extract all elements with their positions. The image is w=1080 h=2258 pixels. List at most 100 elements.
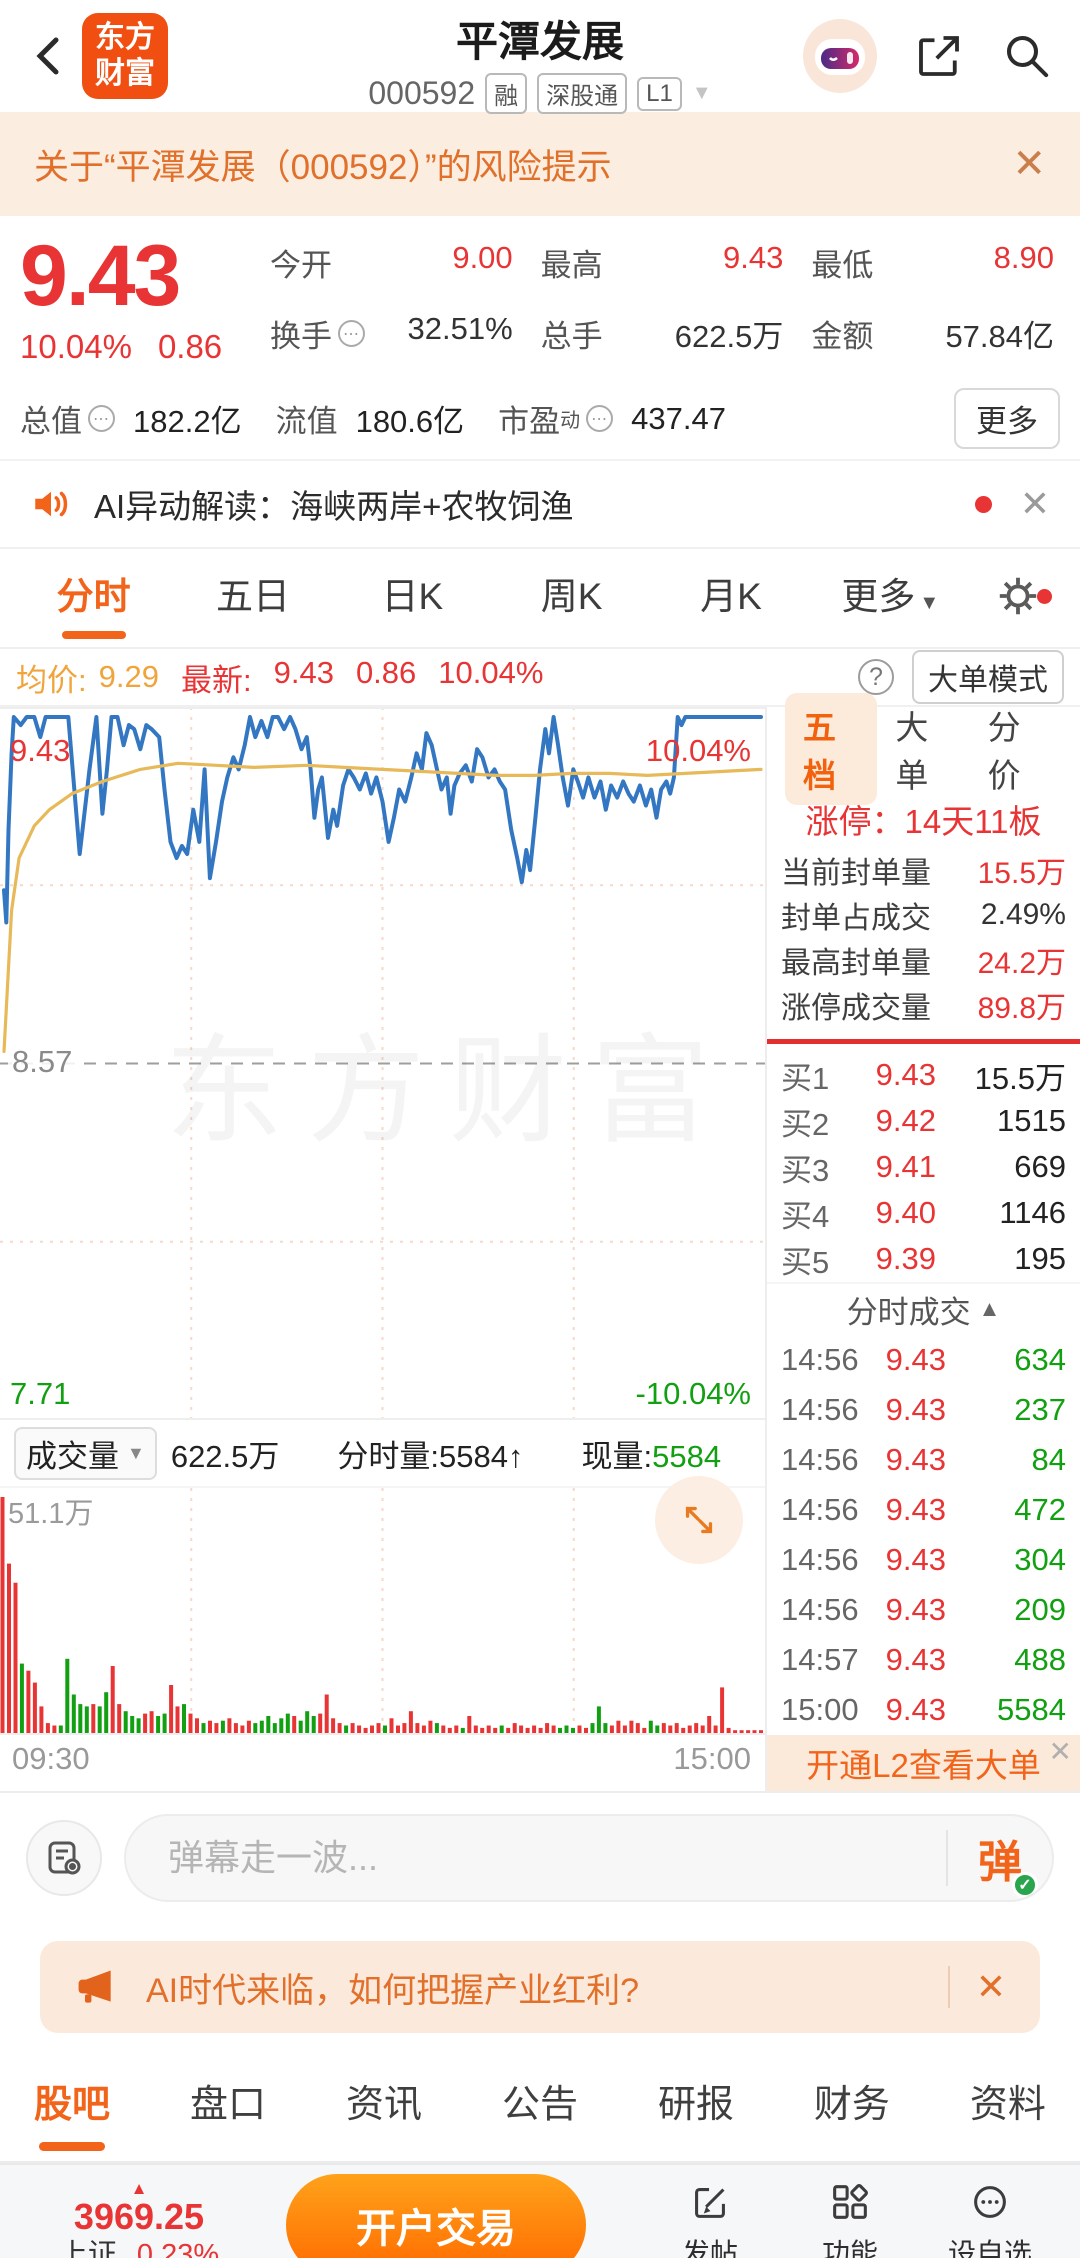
tab-guba[interactable]: 股吧 <box>34 2051 110 2161</box>
price-info-bar: 均价: 9.29 最新: 9.43 0.86 10.04% ? 大单模式 <box>0 649 1080 707</box>
logo-line1: 东方 <box>95 21 155 54</box>
divider <box>767 1039 1080 1045</box>
total-volume-value: 622.5万 <box>170 1438 280 1474</box>
promo-banner[interactable]: AI时代来临，如何把握产业红利? ✕ <box>40 1941 1040 2033</box>
close-icon[interactable]: ✕ <box>1012 142 1046 186</box>
level-price: 9.42 <box>875 1103 936 1139</box>
margin-badge: 融 <box>485 73 528 114</box>
stat-value: 24.2万 <box>977 946 1066 980</box>
ellipsis-circle-icon <box>974 2185 1006 2218</box>
risk-warning-banner[interactable]: 关于“平潭发展（000592）”的风险提示 ✕ <box>0 112 1080 216</box>
send-bullet-button[interactable]: 弹 ✓ <box>946 1830 1052 1898</box>
comment-input[interactable] <box>126 1837 946 1879</box>
trade-time: 14:56 <box>781 1391 859 1427</box>
trade-list-header[interactable]: 分时成交 ▲ <box>767 1282 1080 1335</box>
l2-promo-text: 开通L2查看大单 <box>806 1746 1041 1784</box>
trade-price: 9.43 <box>885 1541 946 1577</box>
ai-alert-bar[interactable]: AI异动解读：海峡两岸+农牧饲渔 ✕ <box>0 461 1080 549</box>
send-label: 弹 ✓ <box>978 1826 1038 1898</box>
volume-chart[interactable]: 51.1万 <box>0 1476 765 1736</box>
more-button[interactable]: 更多 <box>954 388 1060 449</box>
info-icon[interactable]: ⋯ <box>338 320 365 347</box>
tab-more[interactable]: 更多 ▼ <box>841 576 940 617</box>
time-end: 15:00 <box>673 1741 751 1777</box>
index-quote[interactable]: ▲ 3969.25 上证 0.23% <box>20 2180 258 2258</box>
trade-volume: 237 <box>1014 1391 1066 1427</box>
close-icon[interactable]: ✕ <box>975 1966 1006 2007</box>
ai-assistant-avatar[interactable] <box>802 18 878 94</box>
change-amount: 0.86 <box>157 328 223 365</box>
post-button[interactable]: 发帖 <box>640 2179 780 2258</box>
big-order-mode-button[interactable]: 大单模式 <box>912 650 1064 704</box>
trade-time: 14:56 <box>781 1441 859 1477</box>
info-icon[interactable]: ⋯ <box>586 405 614 432</box>
buy-level-row: 买2 9.42 1515 <box>767 1098 1080 1144</box>
stat-volume: 总手 622.5万 <box>540 319 784 354</box>
level-price: 9.40 <box>875 1195 936 1231</box>
level-badge: L1 <box>637 76 682 111</box>
close-icon[interactable]: ✕ <box>1048 1735 1072 1767</box>
tab-pankou[interactable]: 盘口 <box>189 2084 266 2126</box>
buy-levels-list: 买1 9.43 15.5万 买2 9.42 1515 买3 9.41 669 买4 9.40 1146… <box>767 1052 1080 1282</box>
search-icon[interactable] <box>1000 29 1054 83</box>
expand-chart-button[interactable] <box>655 1476 743 1565</box>
comment-list-button[interactable] <box>26 1820 102 1896</box>
tab-5day[interactable]: 五日 <box>215 576 290 617</box>
tab-profile[interactable]: 资料 <box>969 2084 1046 2126</box>
functions-button[interactable]: 功能 <box>780 2179 920 2258</box>
help-icon[interactable]: ? <box>858 659 894 695</box>
trade-row: 14:56 9.43 472 <box>767 1485 1080 1535</box>
trade-price: 9.43 <box>885 1441 946 1477</box>
chart-settings-button[interactable] <box>970 573 1066 624</box>
info-icon[interactable]: ⋯ <box>88 405 115 432</box>
ai-alert-text: AI异动解读：海峡两岸+农牧饲渔 <box>94 488 574 525</box>
close-icon[interactable]: ✕ <box>1019 483 1050 524</box>
risk-warning-text: 关于“平潭发展（000592）”的风险提示 <box>34 147 612 187</box>
open-account-button[interactable]: 开户交易 <box>286 2174 586 2258</box>
red-dot-indicator <box>974 495 992 513</box>
trade-list: 14:56 9.43 634 14:56 9.43 237 14:56 9.43 84 14:56… <box>767 1335 1080 1735</box>
last-price-value: 9.43 <box>273 654 334 690</box>
level-volume: 669 <box>1014 1149 1066 1185</box>
axis-bottom-price: 7.71 <box>10 1376 71 1412</box>
limit-stat-row: 涨停成交量 89.8万 <box>767 982 1080 1027</box>
trade-row: 14:56 9.43 84 <box>767 1435 1080 1485</box>
notification-dot <box>1036 588 1052 604</box>
last-change-pct: 10.04% <box>438 654 544 690</box>
back-button[interactable] <box>26 28 82 84</box>
tab-announcements[interactable]: 公告 <box>501 2084 578 2126</box>
triangle-up-icon: ▲ <box>978 1296 1001 1322</box>
add-watchlist-button[interactable]: 设自选 <box>920 2179 1060 2258</box>
buy-level-row: 买5 9.39 195 <box>767 1236 1080 1282</box>
avg-price-value: 9.29 <box>98 659 159 694</box>
level-volume: 15.5万 <box>974 1060 1066 1096</box>
chevron-down-icon[interactable]: ▼ <box>691 82 712 104</box>
quote-summary: 9.43 10.04% 0.86 今开 9.00 最高 9.43 最低 8.90 换手… <box>0 216 1080 461</box>
volume-dropdown[interactable]: 成交量 ▼ <box>14 1426 157 1480</box>
tab-news[interactable]: 资讯 <box>345 2084 422 2126</box>
tab-big-orders[interactable]: 大单 <box>895 709 929 794</box>
current-price: 9.43 <box>20 228 181 324</box>
tab-weekly-k[interactable]: 周K <box>540 576 603 617</box>
stat-open: 今开 9.00 <box>270 240 513 283</box>
tab-financials[interactable]: 财务 <box>813 2084 890 2126</box>
grid-icon <box>833 2183 868 2219</box>
price-line-chart <box>0 707 765 1420</box>
order-book-panel: 五档 大单 分价 涨停： 14天11板 当前封单量 15.5万 封单占成交 2.49% 最… <box>765 693 1080 1792</box>
trade-price: 9.43 <box>885 1641 946 1677</box>
trade-volume: 634 <box>1014 1341 1066 1377</box>
tab-minute[interactable]: 分时 <box>14 549 173 647</box>
index-pct: 0.23% <box>136 2238 220 2258</box>
tab-price-dist[interactable]: 分价 <box>987 709 1021 794</box>
trade-volume: 5584 <box>997 1691 1066 1727</box>
tab-research[interactable]: 研报 <box>657 2084 734 2126</box>
tab-five-levels[interactable]: 五档 <box>785 693 878 805</box>
stat-label: 封单占成交 <box>781 901 931 935</box>
share-icon[interactable] <box>912 29 966 83</box>
tab-daily-k[interactable]: 日K <box>381 576 444 617</box>
minute-chart[interactable]: 东方财富 9.43 10.04% 8.57 7.71 -10.04% <box>0 707 765 1420</box>
l2-promo-banner[interactable]: 开通L2查看大单 ✕ <box>767 1734 1080 1792</box>
stock-code: 000592 <box>368 75 476 111</box>
app-logo[interactable]: 东方 财富 <box>82 13 168 99</box>
tab-monthly-k[interactable]: 月K <box>700 576 762 617</box>
